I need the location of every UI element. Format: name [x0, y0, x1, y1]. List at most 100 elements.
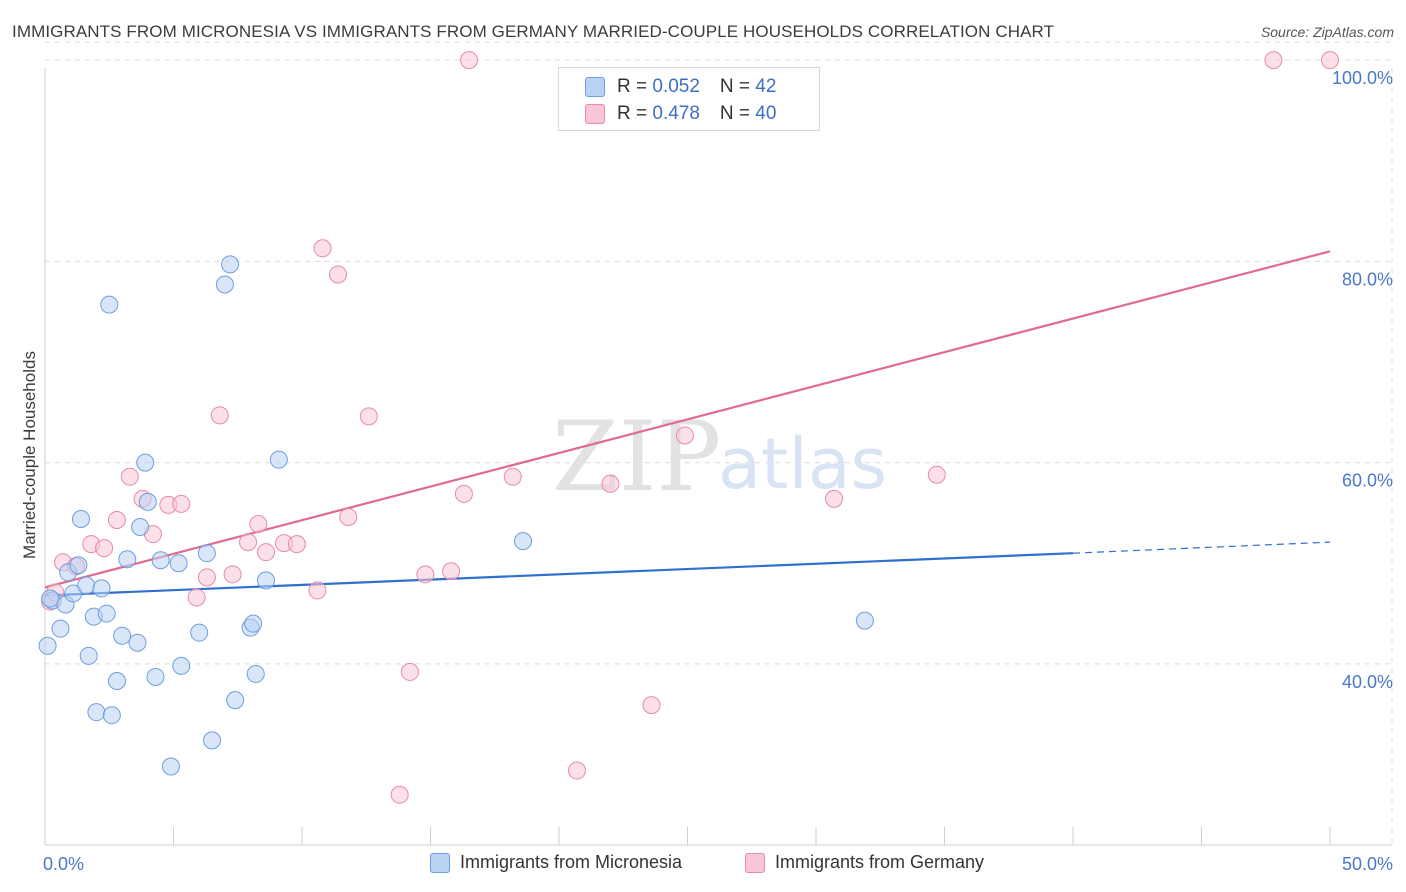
micronesia-point — [257, 571, 276, 590]
x-tick-label: 0.0% — [43, 854, 84, 874]
legend-n-value: 40 — [755, 103, 777, 124]
germany-point — [287, 535, 306, 554]
germany-point — [107, 510, 126, 529]
germany-point — [567, 761, 586, 780]
germany-point — [223, 565, 242, 584]
germany-point — [339, 507, 358, 526]
micronesia-point — [151, 551, 170, 570]
y-tick-label: 80.0% — [1342, 269, 1393, 289]
micronesia-point — [100, 295, 119, 314]
micronesia-point — [221, 255, 240, 274]
chart-title: IMMIGRANTS FROM MICRONESIA VS IMMIGRANTS… — [12, 22, 1055, 41]
germany-point — [257, 543, 276, 562]
micronesia-point — [79, 646, 98, 665]
germany-point — [642, 696, 661, 715]
germany-point — [601, 474, 620, 493]
watermark: ZIP atlas — [552, 401, 887, 513]
legend-row-micronesia: R = 0.052 N = 42 — [585, 74, 776, 100]
germany-point — [454, 484, 473, 503]
micronesia-point — [71, 509, 90, 528]
micronesia-point — [51, 619, 70, 638]
micronesia-points — [38, 255, 874, 776]
micronesia-point — [226, 691, 245, 710]
legend-row-germany: R = 0.478 N = 40 — [585, 101, 776, 127]
germany-point — [1264, 51, 1283, 70]
germany-point — [824, 489, 843, 508]
micronesia-trendline — [44, 552, 1074, 597]
germany-point — [95, 539, 114, 558]
legend-r-label: R = — [617, 76, 653, 97]
watermark-zip: ZIP — [552, 401, 721, 513]
micronesia-point — [41, 589, 60, 608]
micronesia-point — [269, 450, 288, 469]
y-axis-title: Married-couple Households — [20, 351, 39, 559]
legend-n-value: 42 — [755, 76, 777, 97]
germany-point — [187, 588, 206, 607]
micronesia-point — [246, 664, 265, 683]
micronesia-point — [172, 656, 191, 675]
gridlines — [45, 41, 1393, 845]
micronesia-swatch — [430, 852, 450, 873]
germany-point — [503, 467, 522, 486]
micronesia-point — [77, 576, 96, 595]
germany-point — [308, 581, 327, 600]
correlation-legend: R = 0.052 N = 42 R = 0.478 N = 40 — [558, 67, 820, 131]
micronesia-point — [136, 453, 155, 472]
germany-point — [400, 662, 419, 681]
germany-point — [442, 562, 461, 581]
germany-point — [675, 426, 694, 445]
micronesia-trendline-extension — [1072, 541, 1331, 554]
x-tick-label: 50.0% — [1342, 854, 1393, 874]
micronesia-point — [64, 584, 83, 603]
micronesia-point — [138, 492, 157, 511]
legend-r-label: R = — [617, 103, 653, 124]
micronesia-point — [514, 532, 533, 551]
micronesia-swatch — [585, 77, 605, 97]
germany-point — [239, 533, 258, 552]
germany-point — [120, 467, 139, 486]
micronesia-point — [190, 623, 209, 642]
micronesia-point — [38, 636, 57, 655]
germany-point — [359, 407, 378, 426]
micronesia-point — [146, 667, 165, 686]
micronesia-point — [215, 275, 234, 294]
y-tick-label: 60.0% — [1342, 471, 1393, 491]
germany-swatch — [585, 104, 605, 124]
micronesia-point — [102, 706, 121, 725]
legend-n-label: N = — [719, 76, 756, 97]
micronesia-point — [87, 703, 106, 722]
germany-trendline — [44, 250, 1331, 589]
axes — [44, 68, 1392, 846]
watermark-atlas: atlas — [718, 423, 887, 505]
micronesia-point — [113, 626, 132, 645]
germany-point — [172, 494, 191, 513]
germany-point — [1321, 51, 1339, 70]
micronesia-point — [161, 757, 180, 776]
bottom-legend-micronesia: Immigrants from Micronesia — [430, 852, 682, 873]
source-credit: Source: ZipAtlas.com — [1260, 24, 1394, 40]
germany-point — [313, 239, 332, 258]
germany-point — [210, 406, 229, 425]
bottom-legend-germany: Immigrants from Germany — [745, 852, 984, 873]
germany-swatch — [745, 852, 765, 873]
legend-n-label: N = — [719, 103, 756, 124]
micronesia-point — [128, 633, 147, 652]
micronesia-point — [197, 544, 216, 563]
germany-point — [390, 785, 409, 804]
bottom-legend-germany-label: Immigrants from Germany — [775, 852, 985, 872]
micronesia-point — [855, 611, 874, 630]
germany-point — [416, 565, 435, 584]
germany-point — [328, 265, 347, 284]
y-tick-label: 40.0% — [1342, 672, 1393, 692]
micronesia-point — [69, 556, 88, 575]
micronesia-point — [203, 731, 222, 750]
micronesia-point — [107, 671, 126, 690]
germany-point — [249, 515, 268, 534]
germany-point — [460, 51, 479, 70]
micronesia-point — [92, 579, 111, 598]
germany-point — [197, 568, 216, 587]
micronesia-point — [97, 604, 116, 623]
micronesia-point — [244, 614, 263, 633]
legend-r-value: 0.478 — [652, 103, 700, 124]
